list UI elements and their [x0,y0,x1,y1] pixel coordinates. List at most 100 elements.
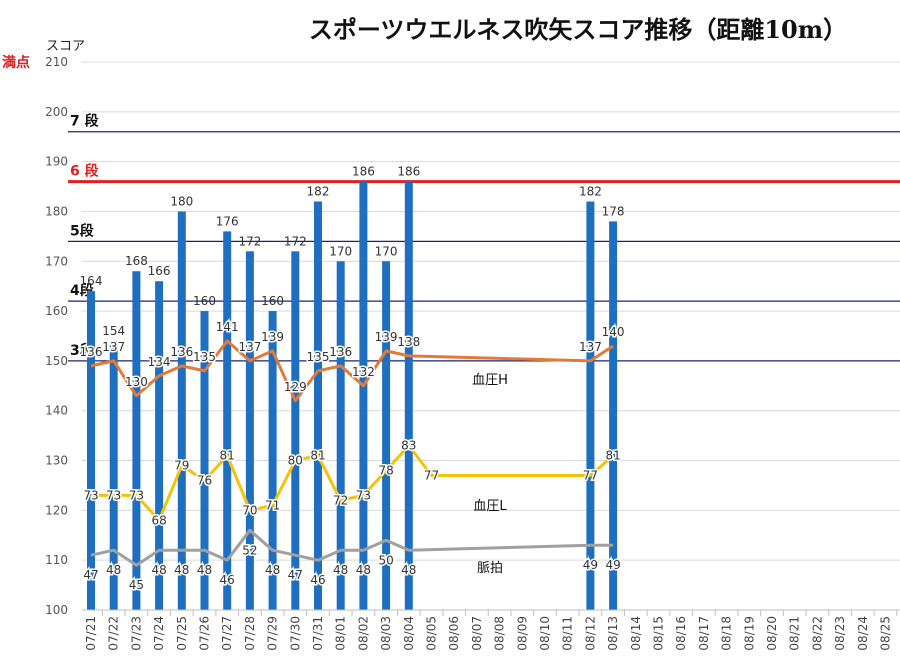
bar-value-label: 166 [148,264,171,278]
x-tick-label: 07/25 [175,616,189,651]
series-line [90,339,614,403]
line-value-label: 136 [329,345,352,359]
line-value-label: 135 [193,350,216,364]
score-bar [223,231,232,610]
bar-value-label: 182 [579,184,602,198]
line-value-label: 48 [333,563,348,577]
bar-value-label: 170 [329,244,352,258]
bar-value-label: 172 [238,234,261,248]
y-tick-label: 160 [45,304,68,318]
line-value-label: 49 [605,558,620,572]
x-tick-label: 08/04 [402,616,416,651]
x-tick-label: 08/08 [493,616,507,651]
score-bar [314,201,322,610]
line-value-label: 135 [307,350,330,364]
y-axis-label: スコア [46,39,85,54]
y-tick-label: 110 [45,553,68,567]
score-bar [609,221,618,610]
y-tick-label: 190 [45,155,68,169]
line-value-label: 48 [106,563,121,577]
score-bar [268,311,277,610]
x-tick-label: 08/25 [879,616,893,651]
line-value-label: 73 [83,488,98,502]
rank-label: 満点 [2,54,30,71]
line-value-label: 48 [356,563,371,577]
x-tick-label: 08/20 [765,616,779,651]
line-value-label: 48 [401,563,416,577]
rank-label: 6 段 [70,163,99,180]
line-value-label: 76 [197,473,212,487]
y-tick-label: 180 [45,204,68,218]
rank-label: 7 段 [70,113,99,130]
x-tick-label: 08/07 [470,616,484,651]
score-bar [109,340,118,610]
x-tick-label: 07/24 [152,616,166,651]
x-tick-label: 08/13 [606,616,620,651]
x-tick-label: 08/24 [856,616,870,651]
x-tick-label: 07/29 [266,616,280,651]
line-value-label: 70 [242,503,257,517]
bar-value-label: 168 [125,254,148,268]
bar-value-label: 186 [352,165,375,179]
line-value-label: 139 [375,330,398,344]
line-value-label: 138 [397,335,420,349]
x-tick-label: 08/06 [447,616,461,651]
line-value-label: 47 [83,568,98,582]
line-value-label: 134 [148,355,171,369]
line-value-label: 130 [125,375,148,389]
line-value-label: 129 [284,380,307,394]
bar-value-label: 182 [307,184,330,198]
x-tick-label: 08/12 [583,616,597,651]
score-bar [177,211,186,611]
series-name-label: 血圧L [473,499,507,514]
line-value-label: 137 [238,340,261,354]
x-tick-label: 08/15 [652,616,666,651]
y-tick-label: 200 [45,105,68,119]
line-value-label: 48 [197,563,212,577]
line-value-label: 78 [378,464,393,478]
line-value-label: 81 [605,449,620,463]
x-tick-label: 08/09 [515,616,529,651]
line-value-label: 140 [602,325,625,339]
x-tick-label: 08/14 [629,616,643,651]
x-tick-label: 08/18 [720,616,734,651]
line-value-label: 73 [356,488,371,502]
line-value-label: 71 [265,498,280,512]
x-tick-label: 08/03 [379,616,393,651]
x-tick-label: 08/16 [674,616,688,651]
line-value-label: 46 [310,573,325,587]
score-bar [359,181,368,610]
line-value-label: 137 [102,340,125,354]
y-tick-label: 150 [45,354,68,368]
x-tick-label: 07/26 [198,616,212,651]
line-value-label: 52 [242,543,257,557]
y-tick-label: 100 [45,603,68,617]
line-value-label: 83 [401,439,416,453]
line-value-label: 73 [106,488,121,502]
x-tick-label: 08/11 [561,616,575,651]
x-tick-label: 08/17 [697,616,711,651]
y-tick-label: 120 [45,503,68,517]
line-value-label: 132 [352,365,375,379]
x-tick-label: 07/28 [243,616,257,651]
line-value-label: 48 [174,563,189,577]
bar-value-label: 164 [80,274,103,288]
line-value-label: 49 [583,558,598,572]
score-bar [132,271,141,610]
rank-label: 5段 [70,222,94,239]
bar-value-label: 154 [102,324,125,338]
x-tick-label: 08/05 [425,616,439,651]
x-tick-label: 08/21 [788,616,802,651]
x-tick-label: 08/23 [833,616,847,651]
x-tick-label: 08/19 [742,616,756,651]
score-bar [336,261,345,610]
line-value-label: 77 [424,468,439,482]
y-tick-label: 170 [45,254,68,268]
x-tick-label: 07/30 [288,616,302,651]
x-tick-label: 08/02 [356,616,370,651]
line-value-label: 81 [220,449,235,463]
series-name-label: 脈拍 [477,561,503,576]
x-tick-label: 07/31 [311,616,325,651]
score-bar [155,281,164,610]
